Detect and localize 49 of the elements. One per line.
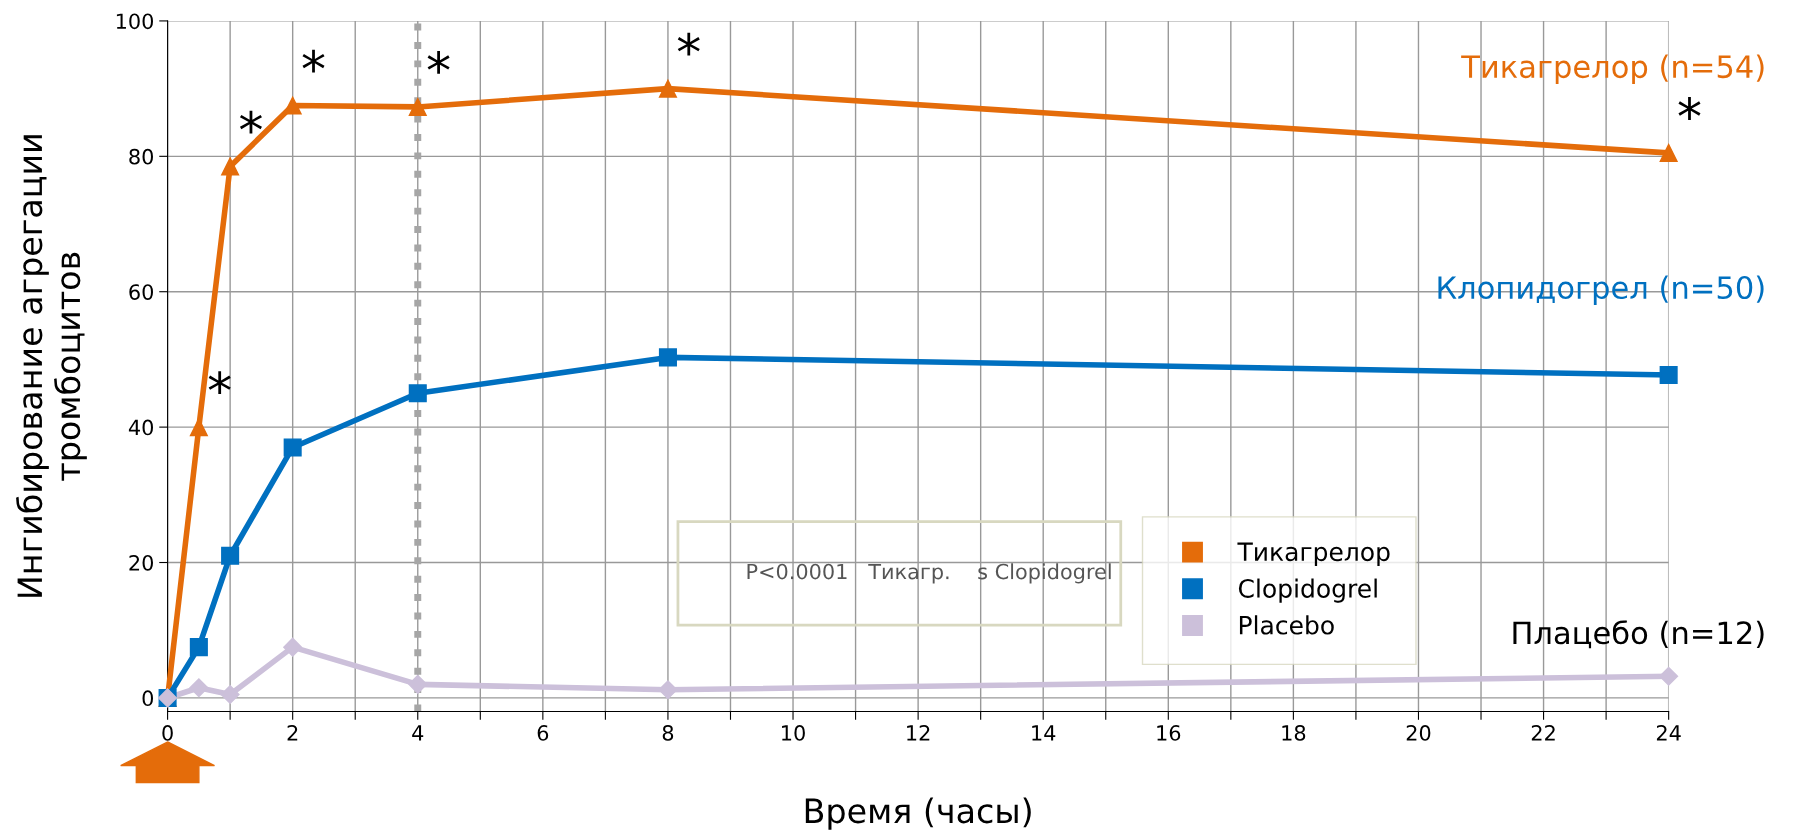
point: [408, 384, 427, 403]
point: [220, 684, 240, 705]
x-tick-label: 4: [412, 725, 424, 741]
point: [221, 546, 240, 565]
x-tick-label: 6: [537, 725, 549, 741]
x-tick-label: 0: [162, 725, 173, 741]
x-tick-label: 24: [1656, 725, 1681, 741]
point: [283, 637, 303, 657]
legend-label: Placebo: [1239, 615, 1334, 635]
legend-label: Тикагрелор: [1237, 542, 1390, 567]
x-axis-title: Время (часы): [805, 797, 1031, 830]
point: [189, 638, 208, 657]
y-tick-label: 20: [129, 554, 154, 571]
y-tick-label: 80: [129, 148, 154, 165]
point: [1659, 365, 1678, 385]
legend-label: Clopidogrel: [1238, 578, 1377, 603]
annotation: *: [677, 32, 700, 56]
annotation: Тикагрелор (n=54): [1461, 54, 1764, 85]
point: [1659, 666, 1679, 686]
annotation: Плацебо (n=12): [1513, 620, 1764, 649]
point: [408, 674, 428, 694]
annotation: *: [1678, 97, 1701, 120]
y-tick-label: 40: [128, 419, 154, 436]
annotation: *: [208, 371, 231, 395]
point: [1659, 143, 1678, 162]
point: [658, 348, 677, 367]
point: [221, 157, 240, 176]
x-tick-label: 22: [1531, 725, 1555, 741]
point: [658, 680, 678, 700]
x-tick-label: 2: [287, 725, 298, 741]
y-tick-label: 0: [142, 690, 154, 707]
x-tick-label: 8: [662, 725, 674, 741]
y-axis-title: Ингибирование агрегации тромбоцитов: [16, 135, 87, 597]
point: [189, 678, 209, 698]
annotation: *: [239, 110, 262, 134]
y-tick-label: 100: [116, 13, 154, 30]
y-tick-label: 60: [129, 284, 154, 300]
point: [408, 97, 427, 116]
x-tick-label: 20: [1406, 725, 1431, 741]
annotation: Клопидогрел (n=50): [1438, 275, 1764, 306]
point: [658, 79, 677, 98]
x-tick-label: 18: [1282, 725, 1306, 741]
annotation: *: [302, 49, 325, 73]
annotation: *: [427, 51, 450, 74]
x-tick-label: 16: [1157, 725, 1181, 741]
x-tick-label: 12: [907, 725, 930, 741]
x-tick-label: 14: [1032, 725, 1056, 741]
point: [283, 438, 302, 457]
x-tick-label: 10: [782, 725, 805, 741]
